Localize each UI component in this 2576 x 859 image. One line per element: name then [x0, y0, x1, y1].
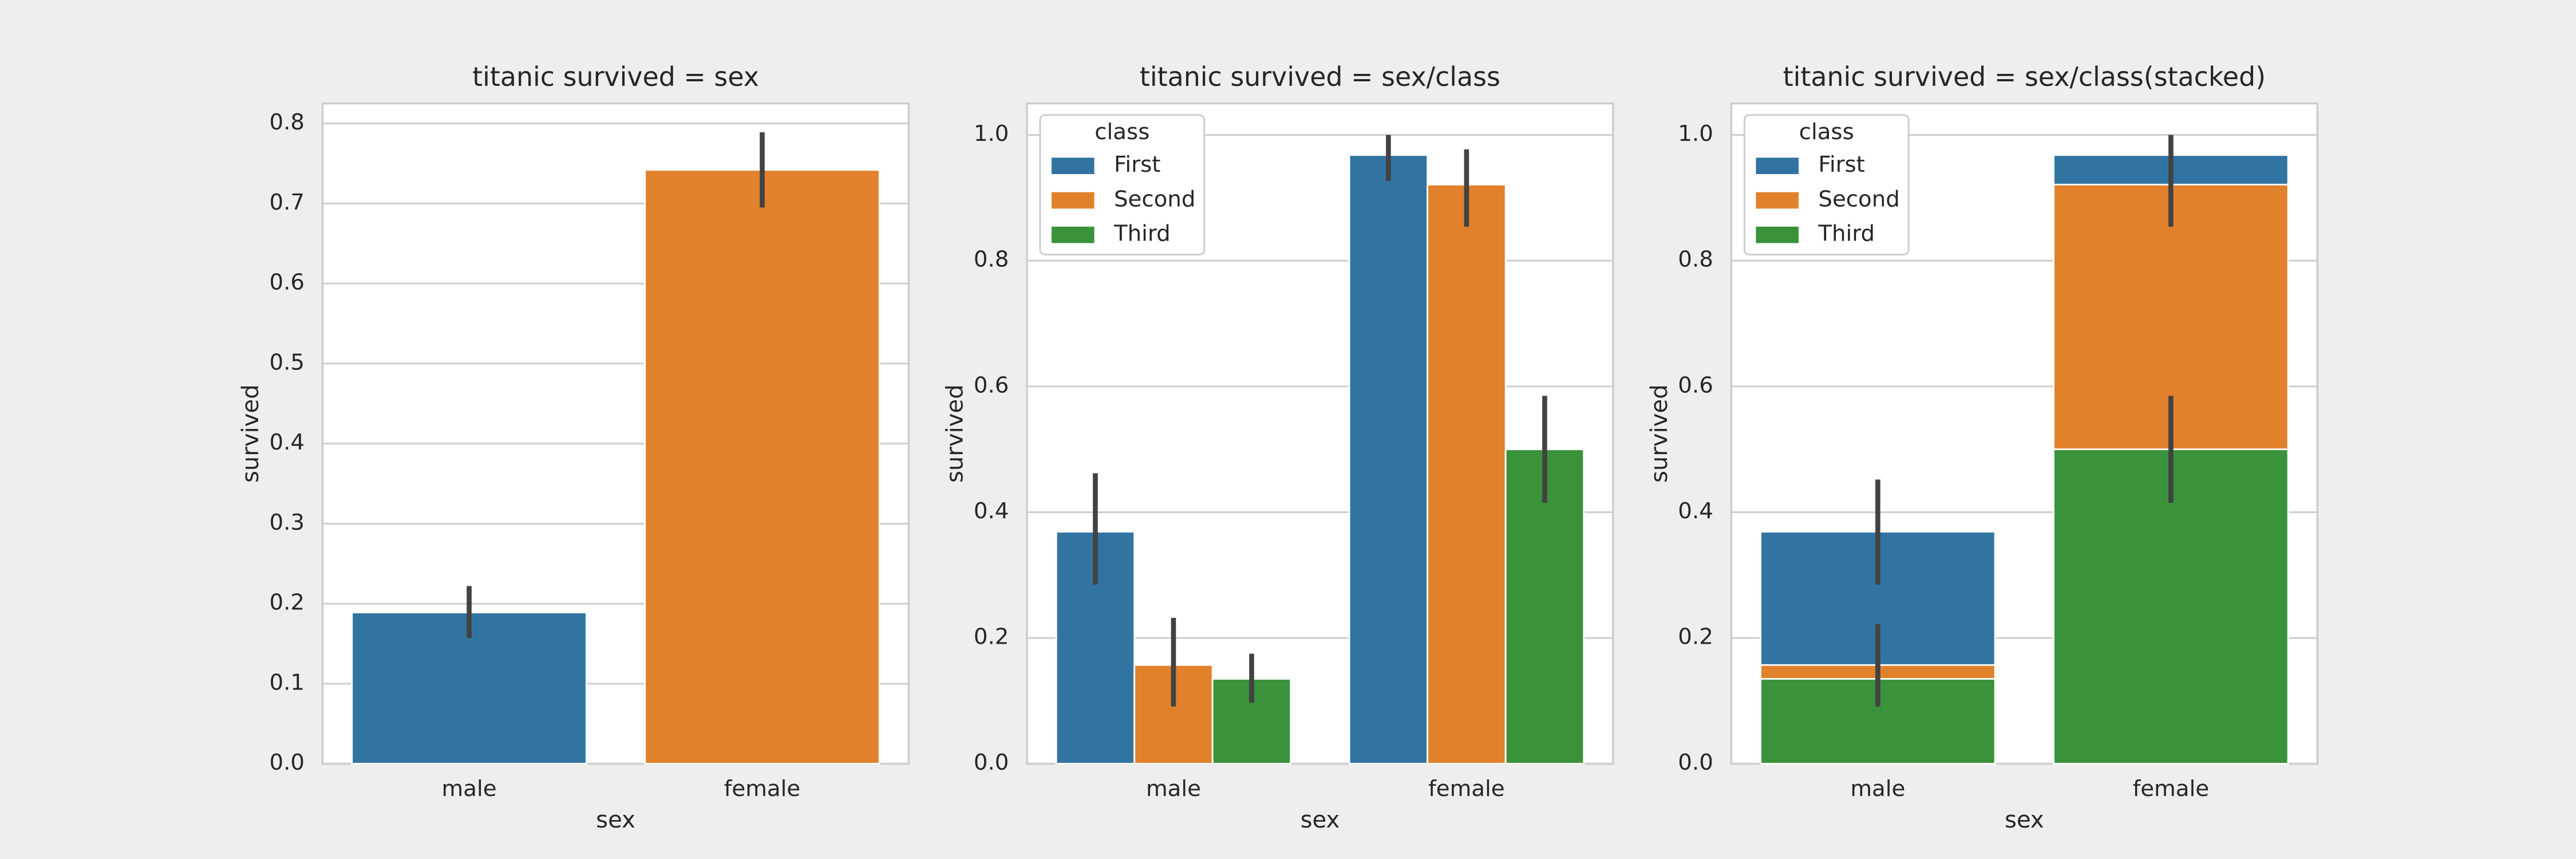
- legend-label: Third: [1818, 221, 1875, 247]
- y-tick-label: 0.8: [974, 247, 1009, 273]
- legend-swatch: [1051, 192, 1095, 209]
- chart-title: titanic survived = sex: [472, 61, 759, 92]
- y-tick-label: 0.6: [269, 270, 305, 295]
- legend-label: Second: [1114, 186, 1195, 212]
- legend-swatch: [1051, 226, 1095, 243]
- plot-frame: [321, 102, 910, 765]
- legend-label: Second: [1818, 186, 1899, 212]
- legend-label: Third: [1113, 221, 1171, 247]
- y-tick-label: 1.0: [974, 121, 1009, 147]
- y-tick-label: 0.5: [269, 349, 305, 375]
- y-tick-label: 0.2: [269, 590, 305, 616]
- y-tick-label: 0.4: [1678, 498, 1713, 524]
- legend-swatch: [1756, 157, 1799, 175]
- y-tick-label: 0.4: [269, 430, 305, 455]
- y-tick-label: 0.7: [269, 190, 305, 215]
- chart-title: titanic survived = sex/class(stacked): [1783, 61, 2266, 92]
- bar: [1348, 154, 1429, 765]
- y-tick-label: 1.0: [1678, 121, 1713, 147]
- x-axis-label: sex: [2005, 807, 2044, 833]
- y-tick-label: 0.1: [269, 669, 305, 695]
- bar: [2053, 448, 2289, 765]
- legend: class First Second Third: [1743, 114, 1910, 255]
- chart-title: titanic survived = sex/class: [1140, 61, 1500, 92]
- legend: class First Second Third: [1039, 114, 1206, 255]
- legend-swatch: [1756, 192, 1799, 209]
- x-axis-label: sex: [596, 807, 635, 833]
- y-tick-label: 0.0: [974, 750, 1009, 775]
- y-tick-label: 0.0: [269, 750, 305, 775]
- y-axis-label: survived: [942, 384, 969, 483]
- x-tick-label: female: [2133, 776, 2209, 802]
- bar: [1427, 183, 1507, 765]
- y-tick-label: 0.2: [1678, 624, 1713, 650]
- legend-frame: [1039, 114, 1206, 255]
- bar: [644, 169, 880, 765]
- x-tick-label: male: [442, 776, 497, 802]
- y-tick-label: 0.6: [974, 372, 1009, 398]
- legend-label: First: [1818, 152, 1864, 178]
- x-tick-label: female: [724, 776, 800, 802]
- x-tick-label: male: [1850, 776, 1905, 802]
- y-tick-label: 0.0: [1678, 750, 1713, 775]
- y-tick-label: 0.8: [1678, 247, 1713, 273]
- y-axis-label: survived: [1646, 384, 1673, 483]
- legend-swatch: [1051, 157, 1095, 175]
- x-tick-label: male: [1146, 776, 1201, 802]
- y-tick-label: 0.3: [269, 510, 305, 535]
- legend-title: class: [1799, 119, 1854, 145]
- x-tick-label: female: [1428, 776, 1504, 802]
- legend-frame: [1743, 114, 1910, 255]
- y-tick-label: 0.4: [974, 498, 1009, 524]
- x-axis-label: sex: [1301, 807, 1340, 833]
- y-axis-label: survived: [238, 384, 264, 483]
- legend-title: class: [1095, 119, 1149, 145]
- y-tick-label: 0.8: [269, 109, 305, 135]
- plot-frame: [1026, 102, 1614, 765]
- bar: [1055, 531, 1136, 765]
- legend-swatch: [1756, 226, 1799, 243]
- plot-frame: [1730, 102, 2318, 765]
- y-tick-label: 0.2: [974, 624, 1009, 650]
- y-tick-label: 0.6: [1678, 372, 1713, 398]
- legend-label: First: [1114, 152, 1160, 178]
